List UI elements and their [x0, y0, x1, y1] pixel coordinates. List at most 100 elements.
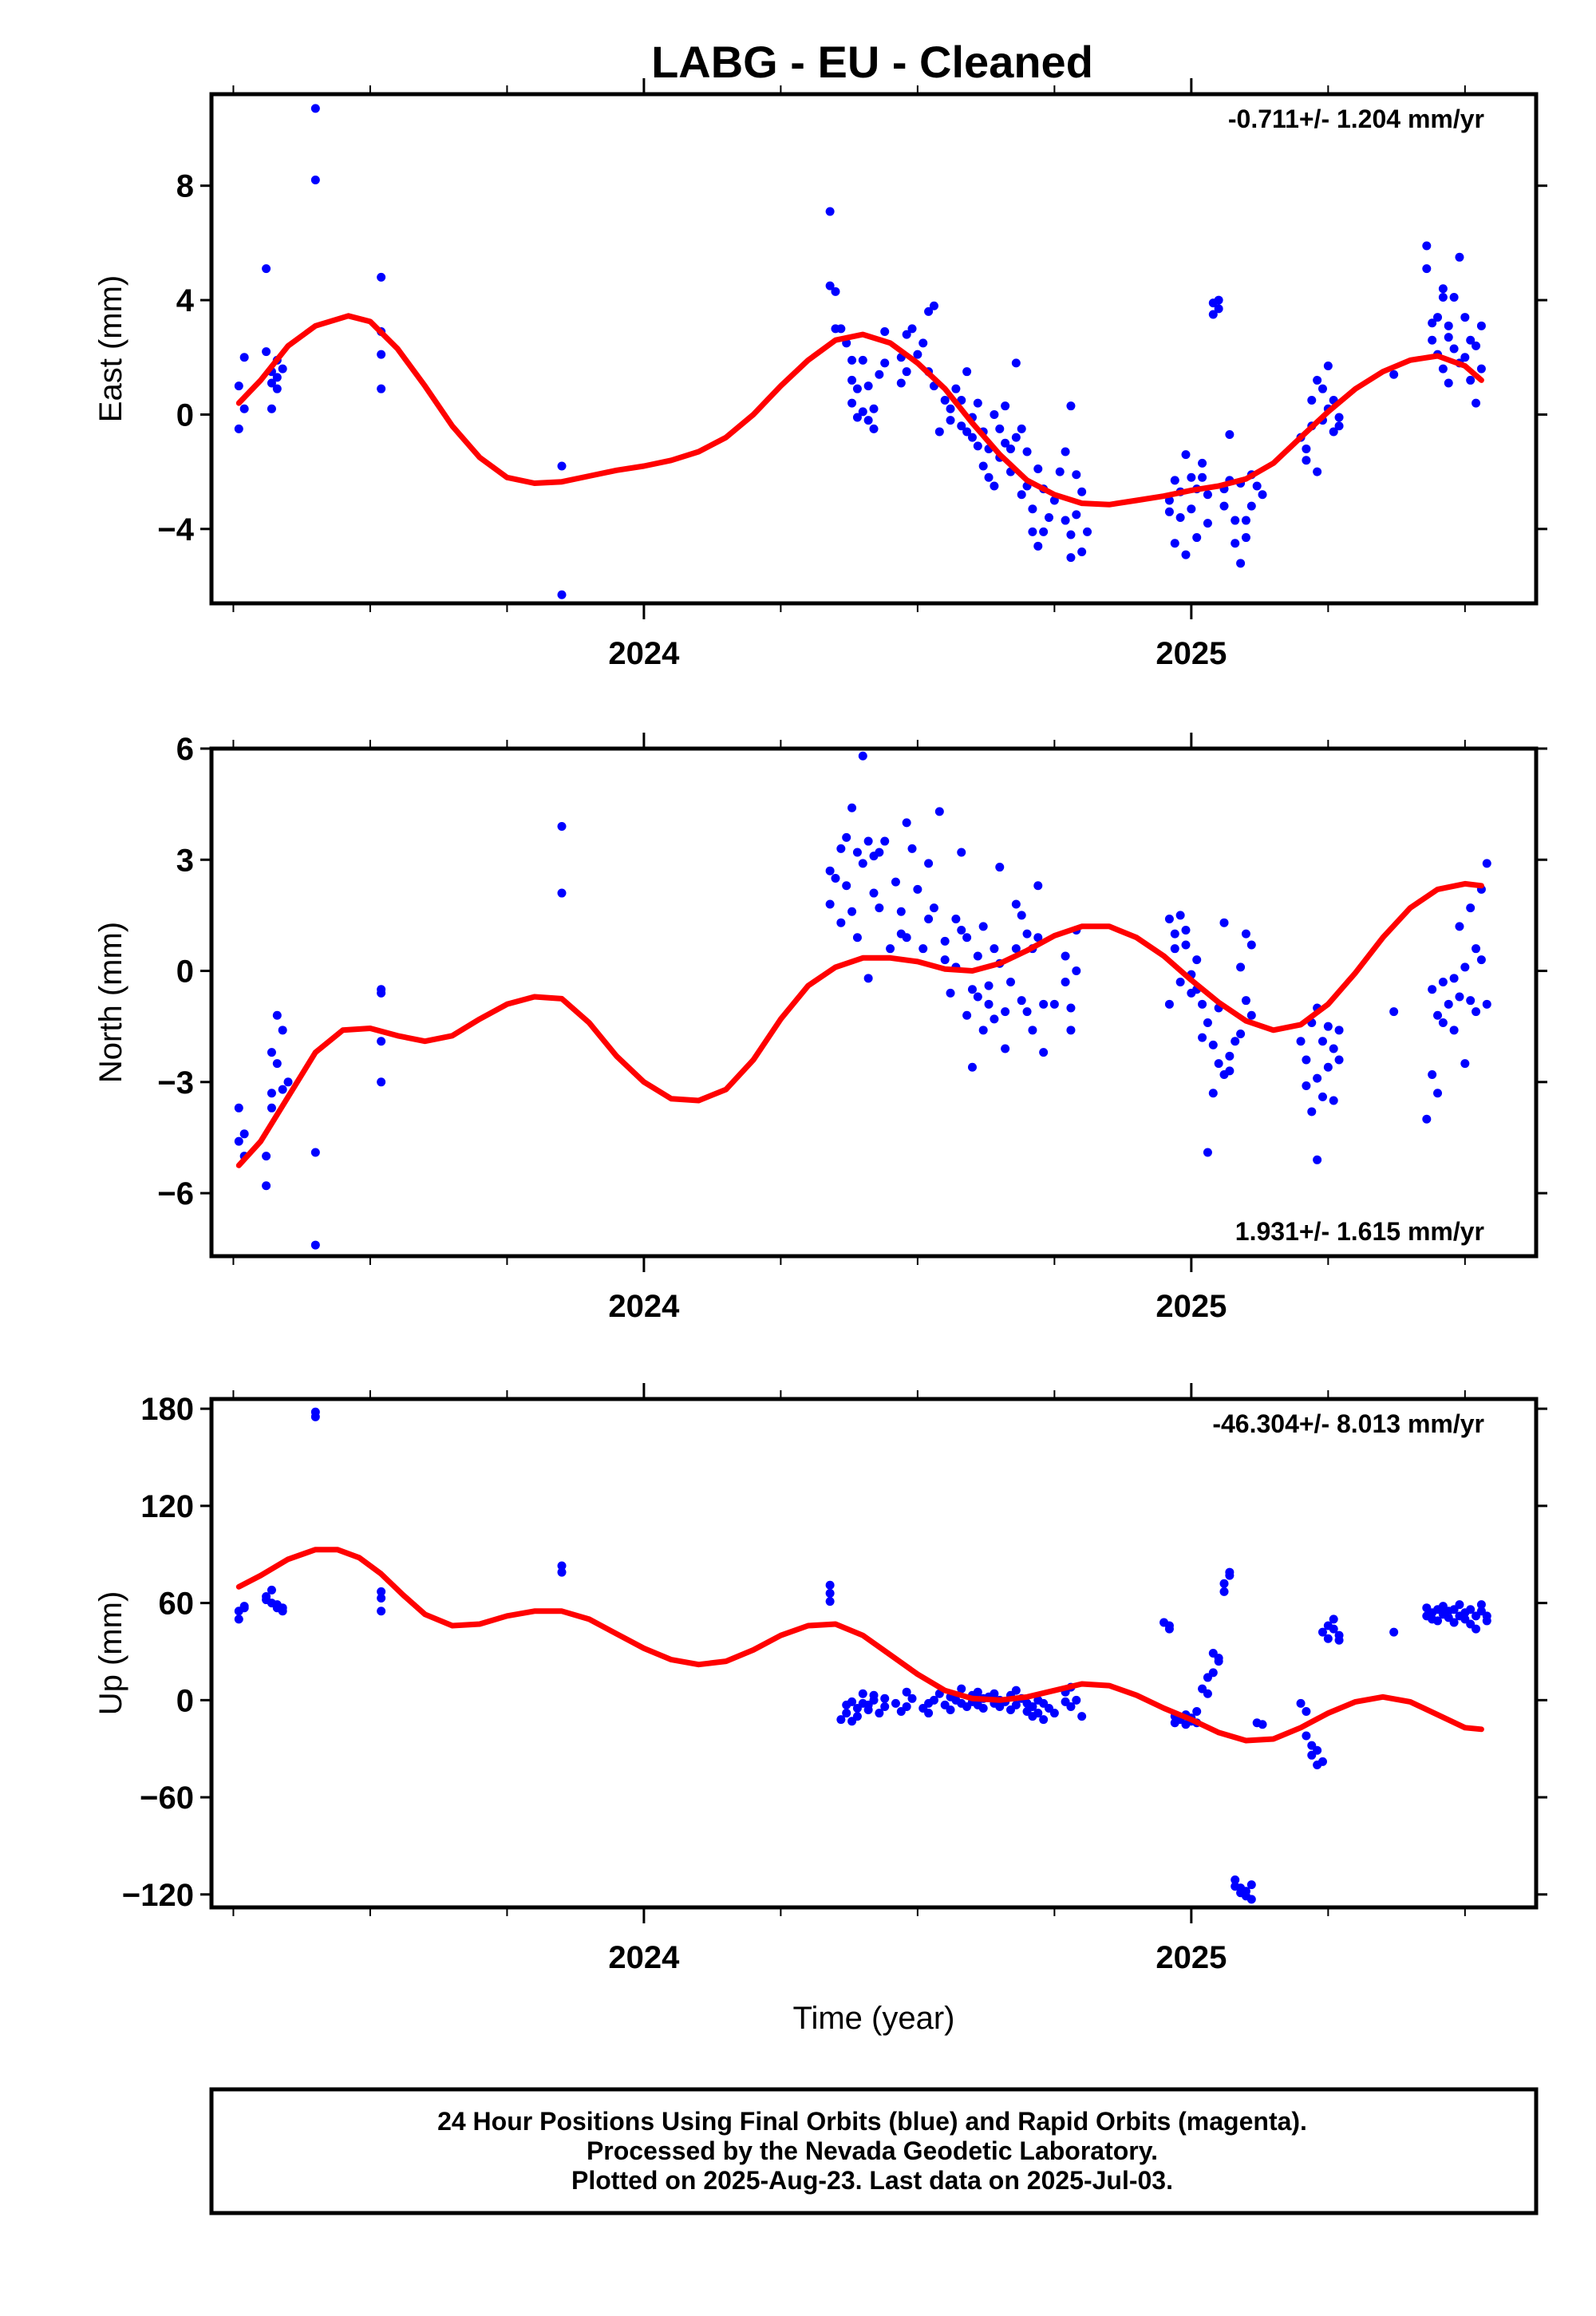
data-point [880, 358, 890, 368]
data-point [951, 915, 961, 924]
data-point [1175, 977, 1185, 986]
data-point [1307, 396, 1317, 405]
data-point [978, 1026, 988, 1035]
data-point [1011, 1700, 1021, 1709]
data-point [1005, 977, 1015, 986]
data-point [1422, 264, 1432, 274]
data-point [1039, 527, 1049, 536]
data-point [377, 1077, 386, 1087]
data-point [1323, 1062, 1333, 1072]
data-point [1455, 252, 1464, 262]
data-point [973, 398, 982, 408]
data-point [1170, 929, 1179, 939]
data-point [1017, 996, 1026, 1006]
data-point [1028, 504, 1037, 514]
data-point [934, 427, 944, 437]
data-point [825, 866, 835, 875]
data-point [377, 384, 386, 393]
data-point [1236, 962, 1246, 972]
data-point [1192, 955, 1202, 965]
data-point [1252, 481, 1262, 491]
data-point [1011, 1686, 1021, 1695]
data-point [267, 1048, 276, 1057]
x-tick-label: 2024 [608, 636, 680, 671]
data-point [907, 1694, 917, 1703]
data-point [1061, 951, 1070, 961]
x-axis-label: Time (year) [793, 2001, 955, 2036]
data-point [557, 888, 567, 898]
data-point [1302, 1081, 1311, 1090]
data-point [924, 306, 934, 316]
rate-annotation: -0.711+/- 1.204 mm/yr [1228, 105, 1484, 133]
data-point [1192, 1707, 1202, 1717]
data-point [990, 944, 999, 954]
data-point [924, 1709, 934, 1718]
data-point [1181, 550, 1191, 559]
data-point [1466, 375, 1476, 385]
data-point [852, 413, 862, 422]
x-tick-label: 2024 [608, 1289, 680, 1324]
data-point [967, 1062, 977, 1072]
data-point [1258, 1720, 1267, 1729]
data-point [836, 324, 846, 334]
data-point [918, 944, 928, 954]
data-point [946, 988, 955, 998]
data-point [272, 384, 282, 393]
data-point [875, 370, 884, 379]
data-point [1181, 925, 1191, 935]
data-point [267, 378, 276, 388]
data-point [1438, 977, 1448, 986]
data-point [557, 821, 567, 831]
data-point [880, 1694, 890, 1703]
data-point [940, 955, 950, 965]
data-point [869, 424, 879, 433]
data-point [836, 918, 846, 927]
data-point [929, 1695, 938, 1705]
data-point [1329, 1624, 1338, 1634]
data-point [1302, 444, 1311, 453]
data-point [1181, 940, 1191, 950]
data-point [1460, 353, 1470, 362]
data-point [1231, 1037, 1240, 1046]
data-point [1428, 1070, 1437, 1080]
data-point [1005, 444, 1015, 453]
data-point [1246, 940, 1256, 950]
data-point [1466, 335, 1476, 345]
data-point [902, 1687, 911, 1697]
data-point [262, 1152, 271, 1161]
data-point [1317, 1037, 1327, 1046]
data-point [863, 836, 873, 846]
data-point [858, 859, 867, 868]
data-point [1214, 1059, 1223, 1069]
data-point [1072, 470, 1081, 480]
data-point [1001, 1007, 1010, 1017]
data-point [1175, 512, 1185, 522]
data-point [1055, 467, 1065, 476]
data-point [1241, 929, 1250, 939]
data-point [310, 104, 320, 113]
data-point [1433, 313, 1443, 322]
data-point [1246, 1895, 1256, 1904]
y-tick-label: 60 [159, 1587, 195, 1622]
fit-curve [235, 313, 1484, 508]
data-point [1198, 458, 1207, 468]
data-point [1231, 516, 1240, 525]
data-point [957, 925, 966, 935]
data-point [1444, 333, 1453, 342]
data-point [239, 404, 249, 413]
data-point [875, 848, 884, 857]
data-point [1198, 472, 1207, 482]
data-point [262, 347, 271, 357]
data-point [1072, 966, 1081, 976]
y-tick-label: 8 [176, 169, 194, 204]
data-point [1482, 999, 1491, 1009]
data-point [1011, 899, 1021, 909]
data-point [1317, 1757, 1327, 1766]
data-point [847, 1697, 857, 1706]
data-point [1246, 1010, 1256, 1020]
data-point [1175, 911, 1185, 920]
data-point [1077, 1712, 1087, 1721]
y-axis-label: East (mm) [93, 275, 128, 422]
data-point [272, 1059, 282, 1069]
data-point [1236, 559, 1246, 568]
